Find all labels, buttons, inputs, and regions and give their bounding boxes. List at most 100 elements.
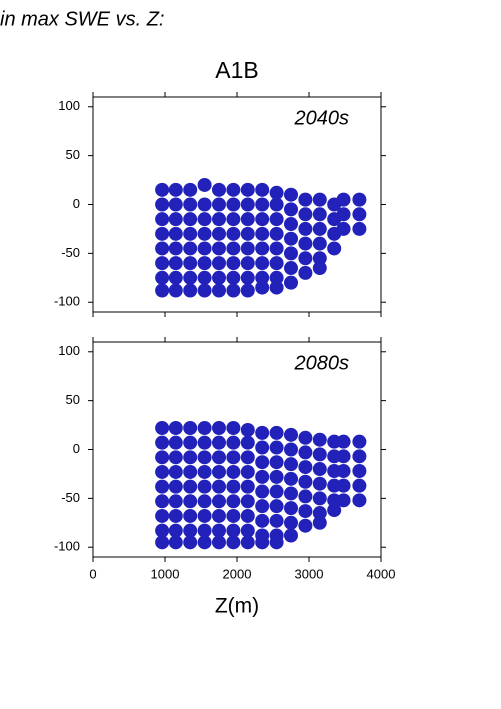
data-point [352,207,367,222]
data-point [312,432,327,447]
data-point [183,226,198,241]
data-point [298,518,313,533]
data-point [312,236,327,251]
data-point [336,449,351,464]
y-tick-label: -50 [61,245,80,260]
data-point [284,442,298,457]
data-point [155,197,170,212]
data-point [352,449,367,464]
data-point [168,212,183,227]
data-point [226,212,241,227]
data-point [284,471,298,486]
data-point [336,207,351,222]
data-point [197,508,212,523]
data-point [269,535,284,550]
data-point [312,192,327,207]
data-point [255,241,270,256]
data-point [352,221,367,236]
data-point [168,479,183,494]
data-point [212,256,226,271]
data-point [336,434,351,449]
y-tick-label: -100 [54,294,80,309]
data-point [312,506,327,521]
data-point [298,489,313,504]
data-point [183,421,198,435]
data-point [312,447,327,462]
data-point [197,226,212,241]
data-point [155,479,170,494]
data-point [240,422,255,437]
data-point [255,182,270,197]
data-point [284,427,298,442]
data-point [183,283,198,298]
data-point [255,197,270,212]
data-point [269,455,284,470]
data-point [155,270,170,285]
data-point [212,523,226,538]
data-point [312,221,327,236]
data-point [312,251,327,266]
data-point [183,494,198,509]
data-point [212,226,226,241]
data-point [298,221,313,236]
data-point [312,491,327,506]
data-point [240,241,255,256]
data-point [255,499,270,514]
data-point [212,464,226,479]
data-point [212,494,226,509]
data-point [240,494,255,509]
data-point [269,185,284,200]
data-point [255,270,270,285]
data-point [183,535,198,550]
data-point [155,435,170,450]
data-point [312,261,327,276]
data-point [255,484,270,499]
data-point [269,513,284,528]
panel-annotation: 2080s [294,352,350,374]
data-point [197,283,212,298]
data-point [269,499,284,514]
data-point [155,450,170,465]
data-point [255,425,270,440]
data-point [240,535,255,550]
y-tick-label: 0 [73,441,80,456]
data-point [155,464,170,479]
y-tick-label: -50 [61,490,80,505]
data-point [255,455,270,470]
data-point [168,494,183,509]
data-point [284,202,298,217]
panel: -100 -50 0 50 100 2040s [54,92,386,317]
data-point [269,280,284,295]
y-tick-label: 0 [73,196,80,211]
data-point [197,464,212,479]
data-point [197,523,212,538]
data-point [155,182,170,197]
data-point [183,256,198,271]
data-point [155,212,170,227]
data-point [226,256,241,271]
data-point [298,445,313,460]
data-point [155,523,170,538]
data-point [226,450,241,465]
data-point [168,421,183,435]
data-point [298,474,313,489]
data-point [312,515,327,530]
figure-title: in max SWE vs. Z: [0,8,164,30]
data-point [168,283,183,298]
data-point [255,469,270,484]
data-point [197,450,212,465]
data-point [352,464,367,478]
data-point [240,464,255,479]
data-point [269,469,284,484]
data-point [197,177,212,192]
data-point [269,197,284,212]
data-point [255,440,270,455]
data-point [352,434,367,449]
data-point [183,523,198,538]
y-tick-label: 100 [58,98,80,113]
data-point [155,494,170,509]
data-point [168,256,183,271]
x-tick-label: 1000 [151,566,180,581]
